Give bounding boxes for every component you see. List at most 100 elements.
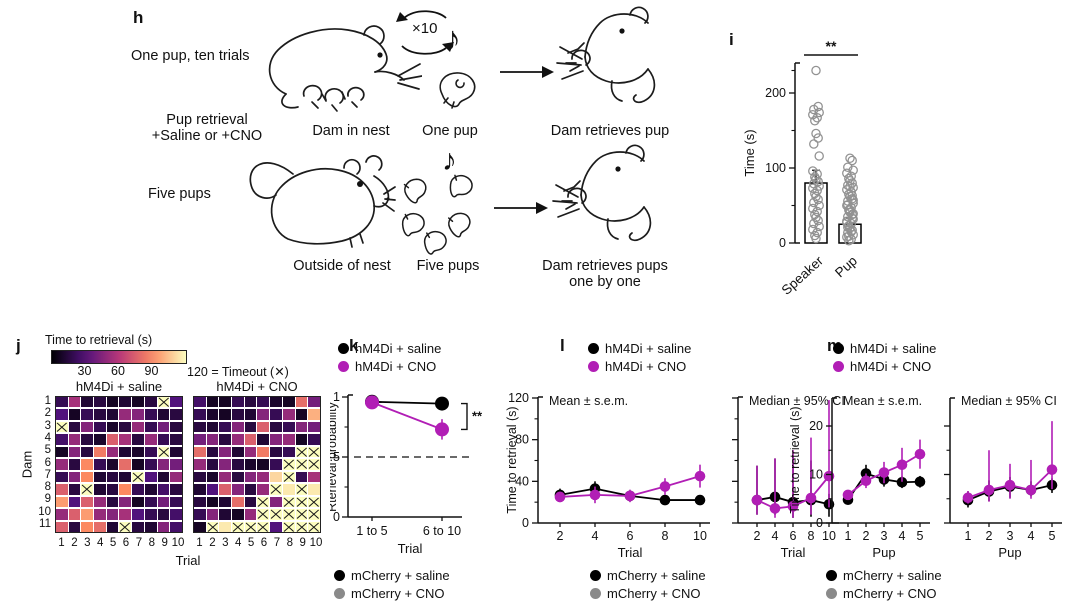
heatmap-cell xyxy=(94,397,106,408)
panel-h-label: h xyxy=(133,8,144,27)
scatter-point xyxy=(847,213,857,223)
heatmap-cell xyxy=(144,459,157,470)
scatter-point xyxy=(844,231,854,241)
legend-dot-magenta xyxy=(833,361,844,372)
timeout-cross-icon xyxy=(296,484,307,495)
heatmap-cell xyxy=(68,496,81,508)
heatmap-cell xyxy=(68,434,81,445)
legend-mcherry-cno: mCherry + CNO xyxy=(351,586,445,601)
caption-one-pup: One pup xyxy=(422,123,478,139)
scatter-point xyxy=(809,197,819,208)
heatmap-cell xyxy=(194,409,206,420)
legend-mcherry: mCherry + saline mCherry + CNO xyxy=(334,568,450,601)
x-tick-label: 4 xyxy=(772,529,779,543)
heatmap-cell xyxy=(68,421,81,433)
legend-hm4di-cno: hM4Di + CNO xyxy=(605,359,687,374)
heatmap-cell xyxy=(144,484,157,495)
pup-retrieval-label: Pup retrieval xyxy=(166,112,248,128)
heatmap-cell-timeout xyxy=(282,471,295,483)
heatmap-cell xyxy=(170,509,182,520)
arrowhead xyxy=(442,42,454,52)
heatmap-cell xyxy=(170,397,182,408)
heatmap-cell xyxy=(170,409,182,420)
heatmap-cell xyxy=(232,509,244,520)
heatmap-cell xyxy=(106,471,119,483)
heatmap-cell xyxy=(206,421,219,433)
heatmap-col-label: 2 xyxy=(71,537,78,549)
heatmap-cell xyxy=(119,397,132,408)
dam-outside-nest-illustration xyxy=(249,155,396,248)
heatmap-cell xyxy=(206,471,219,483)
x-axis-title: Pup xyxy=(998,545,1021,560)
heatmap-col-label: 10 xyxy=(171,537,185,549)
colorbar-title: Time to retrieval (s) xyxy=(45,333,153,347)
heatmap-cell xyxy=(244,397,257,408)
scatter-point xyxy=(808,183,818,193)
heatmap-group-title: hM4Di + CNO xyxy=(216,379,298,394)
heatmap-col-label: 1 xyxy=(196,537,203,549)
significance-bracket xyxy=(461,402,468,431)
data-point xyxy=(914,476,926,488)
heatmap-cell xyxy=(119,509,132,520)
subplot-title: Median ± 95% CI xyxy=(749,394,845,408)
legend-dot-black xyxy=(833,343,844,354)
heatmap-cell xyxy=(308,484,320,495)
x-tick-label: 4 xyxy=(1028,529,1035,543)
x-tick-label: 6 xyxy=(790,529,797,543)
timeout-cross-icon xyxy=(270,484,282,495)
heatmap-cell xyxy=(81,496,94,508)
timeout-cross-icon xyxy=(308,497,320,507)
heatmap-col-label: 9 xyxy=(161,537,168,549)
heatmap-cell xyxy=(219,459,232,470)
heatmap-cell xyxy=(170,434,182,445)
heatmap-col-label: 10 xyxy=(309,537,323,549)
heatmap-cell-timeout xyxy=(282,509,295,520)
heatmap-cell-timeout xyxy=(270,509,282,520)
timeout-cross-icon xyxy=(245,522,256,532)
y-tick-label: 0 xyxy=(522,516,529,530)
heatmap-cell xyxy=(194,496,206,508)
heatmap-cell xyxy=(157,509,170,520)
caption-outside-of-nest: Outside of nest xyxy=(293,258,391,274)
series-line xyxy=(371,401,443,431)
heatmap-cell xyxy=(270,434,282,445)
heatmap-grid-saline xyxy=(55,396,183,533)
data-point xyxy=(435,396,449,411)
data-point xyxy=(805,492,817,504)
heatmap-row-label: 5 xyxy=(44,444,51,457)
heatmap-cell xyxy=(282,446,295,458)
x-tick-label: 4 xyxy=(592,529,599,543)
heatmap-cell xyxy=(81,434,94,445)
y-tick-label: 40 xyxy=(515,474,529,488)
legend-dot-magenta xyxy=(588,361,599,372)
heatmap-cell xyxy=(157,521,170,532)
heatmap-cell xyxy=(194,471,206,483)
y-axis-title: Rterieval probability xyxy=(330,401,339,512)
heatmap-cell xyxy=(94,446,106,458)
legend-hm4di: hM4Di + saline hM4Di + CNO xyxy=(588,341,691,374)
heatmap-cell xyxy=(106,446,119,458)
heatmap-cell-timeout xyxy=(308,496,320,508)
legend-mcherry: mCherry + saline mCherry + CNO xyxy=(826,568,942,601)
data-point xyxy=(589,489,601,501)
timeout-cross-icon xyxy=(82,484,93,495)
timeout-cross-icon xyxy=(296,459,307,470)
y-axis-title: Time to retrieval (s) xyxy=(790,406,802,513)
heatmap-cell xyxy=(270,397,282,408)
heatmap-cell xyxy=(219,471,232,483)
scatter-point xyxy=(812,113,822,123)
heatmap-col-label: 6 xyxy=(122,537,130,549)
significance-stars: ** xyxy=(472,409,483,424)
legend-mcherry-saline: mCherry + saline xyxy=(351,568,450,583)
heatmap-cell xyxy=(106,409,119,420)
heatmap-col-label: 8 xyxy=(286,537,293,549)
heatmap-cell xyxy=(144,509,157,520)
legend-hm4di: hM4Di + saline hM4Di + CNO xyxy=(338,341,441,374)
timeout-cross-icon xyxy=(283,509,294,519)
colorbar-tick-label: 30 xyxy=(77,364,92,378)
x-axis-title: Trial xyxy=(781,545,806,560)
scatter-point xyxy=(843,162,853,172)
heatmap-row-label: 10 xyxy=(38,505,51,518)
scatter-point xyxy=(811,212,821,223)
heatmap-cell-timeout xyxy=(295,509,308,520)
